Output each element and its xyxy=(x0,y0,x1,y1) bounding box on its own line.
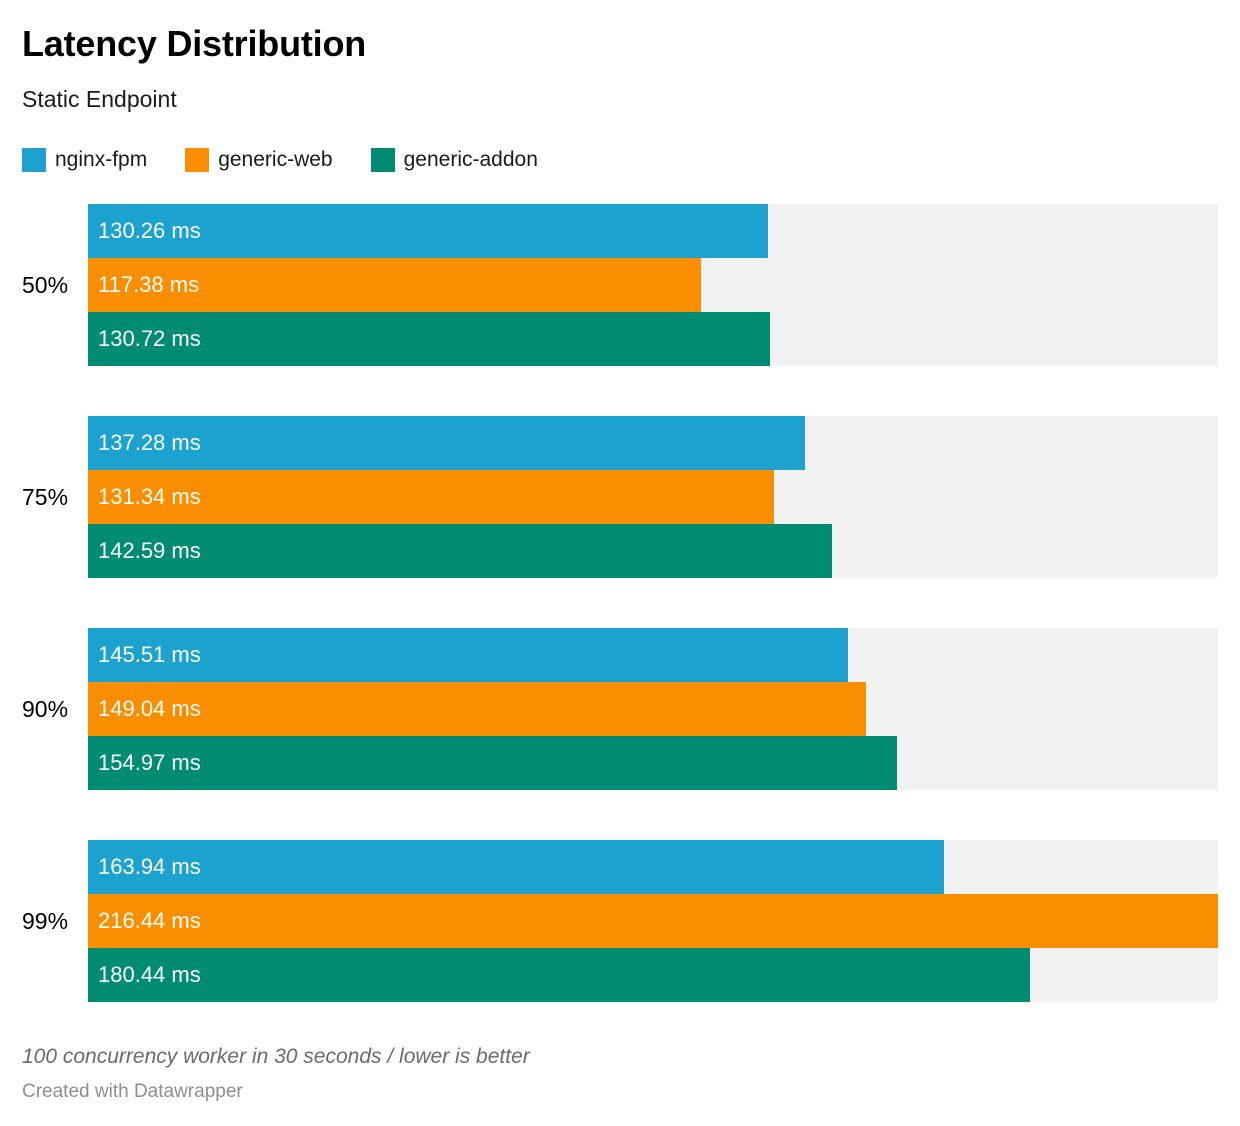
bar-generic-addon: 180.44 ms xyxy=(88,948,1031,1002)
bar-rows: 163.94 ms 216.44 ms 180.44 ms xyxy=(88,840,1218,1002)
chart-title: Latency Distribution xyxy=(22,23,367,64)
chart-subtitle: Static Endpoint xyxy=(22,86,177,112)
bar-track: 180.44 ms xyxy=(88,948,1218,1002)
legend-item-nginx-fpm: nginx-fpm xyxy=(22,148,147,172)
bar-generic-addon: 130.72 ms xyxy=(88,312,771,366)
bar-track: 163.94 ms xyxy=(88,840,1218,894)
legend-swatch-icon xyxy=(370,148,395,172)
bar-group-90%: 90% 145.51 ms 149.04 ms 154.97 ms xyxy=(22,628,1218,790)
legend-swatch-icon xyxy=(22,148,46,172)
bar-value-label: 131.34 ms xyxy=(98,484,201,509)
bar-track: 142.59 ms xyxy=(88,524,1218,578)
legend-label: generic-addon xyxy=(403,148,538,171)
category-label: 99% xyxy=(22,907,69,934)
bar-value-label: 130.26 ms xyxy=(98,218,201,243)
bar-track: 131.34 ms xyxy=(88,470,1218,524)
bar-value-label: 117.38 ms xyxy=(98,272,200,297)
bar-group-99%: 99% 163.94 ms 216.44 ms 180.44 ms xyxy=(22,840,1218,1002)
bar-value-label: 149.04 ms xyxy=(98,696,201,721)
bar-value-label: 180.44 ms xyxy=(98,962,201,987)
bar-nginx-fpm: 145.51 ms xyxy=(88,628,848,682)
bar-nginx-fpm: 130.26 ms xyxy=(88,204,769,258)
bar-value-label: 216.44 ms xyxy=(98,908,201,933)
bar-generic-web: 149.04 ms xyxy=(88,682,867,736)
bar-track: 130.72 ms xyxy=(88,312,1218,366)
legend-label: generic-web xyxy=(218,148,333,171)
bar-value-label: 137.28 ms xyxy=(98,430,201,455)
bar-rows: 137.28 ms 131.34 ms 142.59 ms xyxy=(88,416,1218,578)
category-label: 50% xyxy=(22,271,69,298)
datawrapper-credit: Created with Datawrapper xyxy=(22,1081,243,1102)
legend-item-generic-addon: generic-addon xyxy=(370,148,538,172)
bar-track: 216.44 ms xyxy=(88,894,1218,948)
category-label: 75% xyxy=(22,483,69,510)
legend-swatch-icon xyxy=(185,148,210,172)
bar-value-label: 163.94 ms xyxy=(98,854,201,879)
bar-track: 130.26 ms xyxy=(88,204,1218,258)
bar-value-label: 154.97 ms xyxy=(98,750,201,775)
bar-chart: 50% 130.26 ms 117.38 ms 130.72 ms 75% 137.28 … xyxy=(22,204,1218,1002)
legend-item-generic-web: generic-web xyxy=(185,148,333,172)
category-label: 90% xyxy=(22,695,69,722)
bar-value-label: 142.59 ms xyxy=(98,538,201,563)
bar-track: 145.51 ms xyxy=(88,628,1218,682)
bar-value-label: 145.51 ms xyxy=(98,642,201,667)
legend: nginx-fpm generic-web generic-addon xyxy=(22,148,1218,172)
bar-generic-web: 216.44 ms xyxy=(88,894,1218,948)
bar-track: 149.04 ms xyxy=(88,682,1218,736)
bar-value-label: 130.72 ms xyxy=(98,326,201,351)
chart-footnote: 100 concurrency worker in 30 seconds / l… xyxy=(22,1045,530,1068)
bar-rows: 145.51 ms 149.04 ms 154.97 ms xyxy=(88,628,1218,790)
bar-rows: 130.26 ms 117.38 ms 130.72 ms xyxy=(88,204,1218,366)
bar-track: 117.38 ms xyxy=(88,258,1218,312)
bar-nginx-fpm: 163.94 ms xyxy=(88,840,944,894)
bar-nginx-fpm: 137.28 ms xyxy=(88,416,805,470)
bar-generic-addon: 142.59 ms xyxy=(88,524,833,578)
bar-track: 137.28 ms xyxy=(88,416,1218,470)
bar-group-75%: 75% 137.28 ms 131.34 ms 142.59 ms xyxy=(22,416,1218,578)
bar-generic-web: 131.34 ms xyxy=(88,470,774,524)
bar-generic-addon: 154.97 ms xyxy=(88,736,898,790)
bar-group-50%: 50% 130.26 ms 117.38 ms 130.72 ms xyxy=(22,204,1218,366)
bar-generic-web: 117.38 ms xyxy=(88,258,701,312)
legend-label: nginx-fpm xyxy=(55,148,148,171)
bar-track: 154.97 ms xyxy=(88,736,1218,790)
